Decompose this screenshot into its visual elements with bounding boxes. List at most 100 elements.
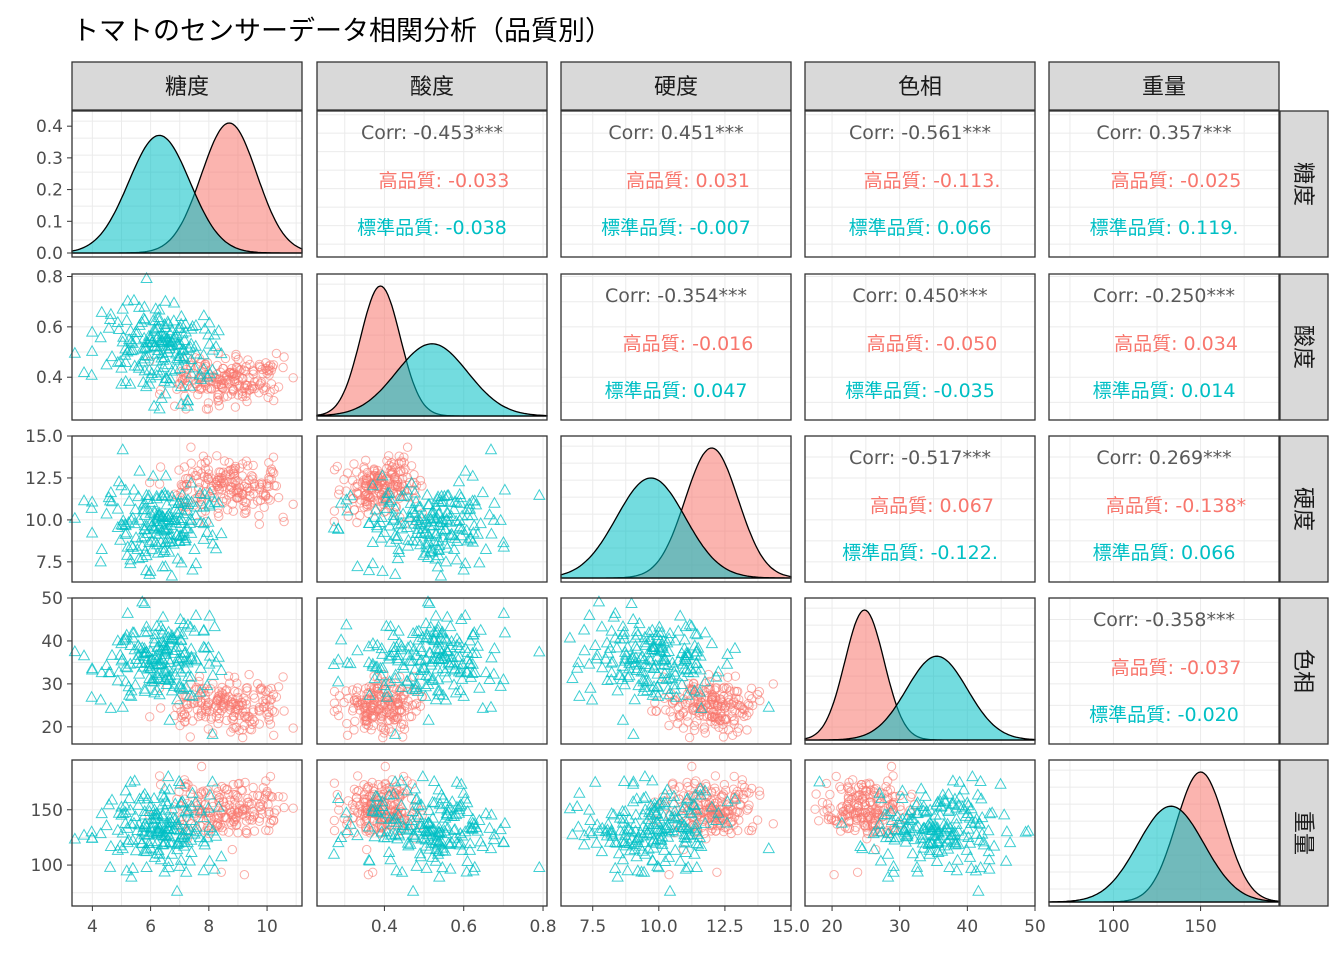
point-standard [651, 650, 664, 662]
point-high [279, 706, 289, 716]
point-high [664, 720, 674, 731]
point-standard [925, 823, 938, 836]
point-standard [190, 654, 203, 666]
point-standard [138, 625, 152, 638]
point-standard [445, 509, 458, 522]
corr-high: 高品質: -0.138* [1106, 495, 1246, 517]
point-standard [678, 828, 691, 840]
point-high [737, 775, 747, 785]
point-high [342, 730, 353, 740]
point-standard [466, 812, 480, 824]
point-high [399, 458, 409, 468]
panel-border [560, 273, 792, 421]
x-tick-label: 0.4 [371, 917, 398, 937]
point-high [273, 682, 284, 692]
point-high [256, 377, 267, 387]
point-standard [95, 807, 108, 819]
point-standard [165, 534, 179, 546]
point-high [730, 671, 741, 681]
point-standard [637, 791, 650, 803]
point-high [224, 700, 234, 711]
point-standard [642, 842, 655, 854]
point-standard [124, 689, 138, 701]
point-standard [165, 364, 179, 376]
point-high [231, 362, 242, 372]
point-standard [126, 626, 140, 638]
point-standard [436, 844, 450, 856]
point-standard [131, 542, 144, 555]
point-standard [105, 350, 119, 362]
panel-grid [561, 111, 792, 257]
point-standard [129, 678, 142, 690]
corr-high: 高品質: -0.025 [1111, 170, 1242, 192]
point-standard [917, 799, 930, 812]
point-high [241, 391, 251, 401]
corr-overall: Corr: -0.354*** [605, 285, 747, 307]
point-standard [420, 488, 434, 500]
point-standard [103, 494, 117, 506]
point-standard [466, 535, 480, 547]
point-standard [662, 850, 676, 862]
point-standard [497, 535, 510, 548]
point-standard [85, 526, 99, 538]
point-standard [856, 841, 869, 854]
point-standard [432, 783, 445, 795]
point-standard [668, 843, 682, 855]
point-standard [380, 825, 394, 837]
point-standard [179, 534, 192, 546]
point-high [234, 778, 245, 789]
point-standard [159, 469, 173, 481]
point-standard [762, 700, 776, 712]
point-standard [898, 823, 911, 835]
point-standard [395, 680, 409, 692]
y-tick-label: 7.5 [36, 553, 63, 573]
row-strip [1279, 110, 1329, 258]
point-standard [132, 798, 145, 810]
point-high [682, 711, 692, 721]
point-standard [423, 596, 436, 609]
point-high [264, 481, 274, 492]
point-standard [172, 625, 186, 637]
point-standard [77, 494, 91, 506]
point-standard [175, 556, 188, 568]
point-standard [148, 504, 161, 516]
point-standard [162, 860, 175, 873]
point-standard [461, 854, 474, 866]
point-standard [442, 836, 455, 849]
point-standard [899, 835, 913, 847]
point-standard [121, 661, 134, 673]
point-high [821, 778, 832, 789]
point-standard [676, 803, 689, 816]
point-standard [125, 870, 138, 882]
point-standard [905, 812, 919, 824]
point-standard [577, 838, 591, 850]
point-standard [625, 596, 638, 609]
point-standard [425, 829, 439, 841]
panel-grid [1049, 111, 1279, 257]
point-standard [629, 631, 642, 643]
point-standard [651, 667, 664, 679]
point-standard [479, 542, 493, 554]
point-high [231, 813, 242, 823]
point-standard [438, 844, 452, 856]
point-high [356, 695, 366, 705]
point-high [264, 715, 274, 725]
point-standard [712, 806, 725, 818]
point-high [860, 800, 870, 810]
point-high [390, 472, 400, 482]
point-high [145, 477, 155, 488]
point-standard [900, 811, 914, 823]
point-standard [960, 843, 974, 855]
point-standard [436, 792, 450, 804]
corr-overall: Corr: -0.517*** [849, 447, 991, 469]
point-standard [162, 854, 175, 866]
point-standard [174, 612, 187, 624]
corr-high: 高品質: 0.034 [1114, 333, 1238, 355]
point-standard [963, 836, 977, 848]
point-standard [144, 799, 157, 812]
point-standard [200, 678, 214, 691]
point-high [265, 360, 276, 370]
point-standard [172, 818, 185, 830]
point-standard [121, 821, 134, 833]
